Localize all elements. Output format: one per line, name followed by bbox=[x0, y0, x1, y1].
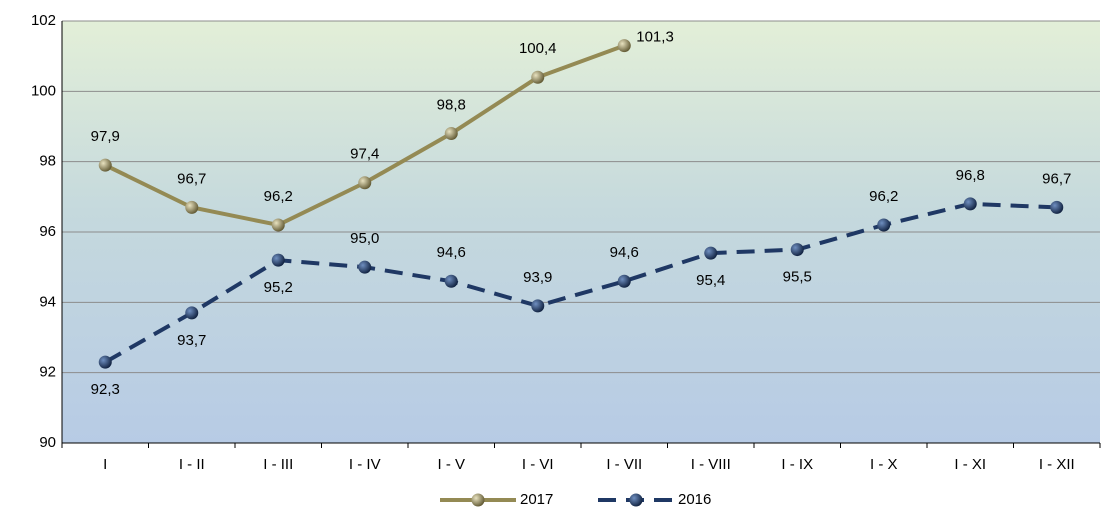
x-tick-label: I - IV bbox=[349, 456, 381, 473]
point bbox=[617, 39, 631, 53]
point bbox=[98, 158, 112, 172]
x-tick-label: I - V bbox=[437, 456, 465, 473]
point bbox=[531, 70, 545, 84]
data-label: 96,8 bbox=[956, 167, 985, 184]
data-label: 101,3 bbox=[636, 29, 674, 46]
data-label: 97,4 bbox=[350, 146, 379, 163]
point bbox=[877, 218, 891, 232]
x-tick-label: I - VII bbox=[606, 456, 642, 473]
x-tick-label: I - IX bbox=[781, 456, 813, 473]
point bbox=[704, 246, 718, 260]
legend-marker bbox=[629, 493, 643, 507]
point bbox=[444, 127, 458, 141]
y-tick-label: 102 bbox=[31, 12, 56, 29]
x-tick-label: I - X bbox=[870, 456, 898, 473]
point bbox=[358, 260, 372, 274]
data-label: 100,4 bbox=[519, 40, 557, 57]
point bbox=[98, 355, 112, 369]
data-label: 95,2 bbox=[264, 279, 293, 296]
data-label: 95,4 bbox=[696, 272, 725, 289]
data-label: 96,7 bbox=[1042, 170, 1071, 187]
x-tick-label: I bbox=[103, 456, 107, 473]
data-label: 95,5 bbox=[783, 269, 812, 286]
data-label: 94,6 bbox=[437, 244, 466, 261]
point bbox=[531, 299, 545, 313]
data-label: 96,2 bbox=[869, 188, 898, 205]
y-tick-label: 94 bbox=[39, 293, 56, 310]
point bbox=[444, 274, 458, 288]
point bbox=[358, 176, 372, 190]
data-label: 94,6 bbox=[610, 244, 639, 261]
data-label: 92,3 bbox=[91, 381, 120, 398]
point bbox=[790, 243, 804, 257]
x-tick-label: I - XII bbox=[1039, 456, 1075, 473]
point bbox=[963, 197, 977, 211]
data-label: 96,2 bbox=[264, 188, 293, 205]
y-tick-label: 98 bbox=[39, 153, 56, 170]
point bbox=[1050, 200, 1064, 214]
data-label: 95,0 bbox=[350, 230, 379, 247]
point bbox=[617, 274, 631, 288]
y-tick-label: 100 bbox=[31, 82, 56, 99]
x-tick-label: I - VIII bbox=[691, 456, 731, 473]
x-tick-label: I - XI bbox=[954, 456, 986, 473]
data-label: 96,7 bbox=[177, 170, 206, 187]
legend-marker bbox=[471, 493, 485, 507]
x-tick-label: I - III bbox=[263, 456, 293, 473]
legend-label: 2017 bbox=[520, 491, 553, 508]
legend-label: 2016 bbox=[678, 491, 711, 508]
x-tick-label: I - II bbox=[179, 456, 205, 473]
x-tick-label: I - VI bbox=[522, 456, 554, 473]
y-tick-label: 90 bbox=[39, 434, 56, 451]
data-label: 97,9 bbox=[91, 128, 120, 145]
point bbox=[271, 253, 285, 267]
y-tick-label: 92 bbox=[39, 364, 56, 381]
point bbox=[271, 218, 285, 232]
point bbox=[185, 200, 199, 214]
series-line bbox=[104, 201, 1057, 364]
y-tick-label: 96 bbox=[39, 223, 56, 240]
data-label: 93,9 bbox=[523, 269, 552, 286]
data-label: 98,8 bbox=[437, 97, 466, 114]
point bbox=[185, 306, 199, 320]
data-label: 93,7 bbox=[177, 332, 206, 349]
